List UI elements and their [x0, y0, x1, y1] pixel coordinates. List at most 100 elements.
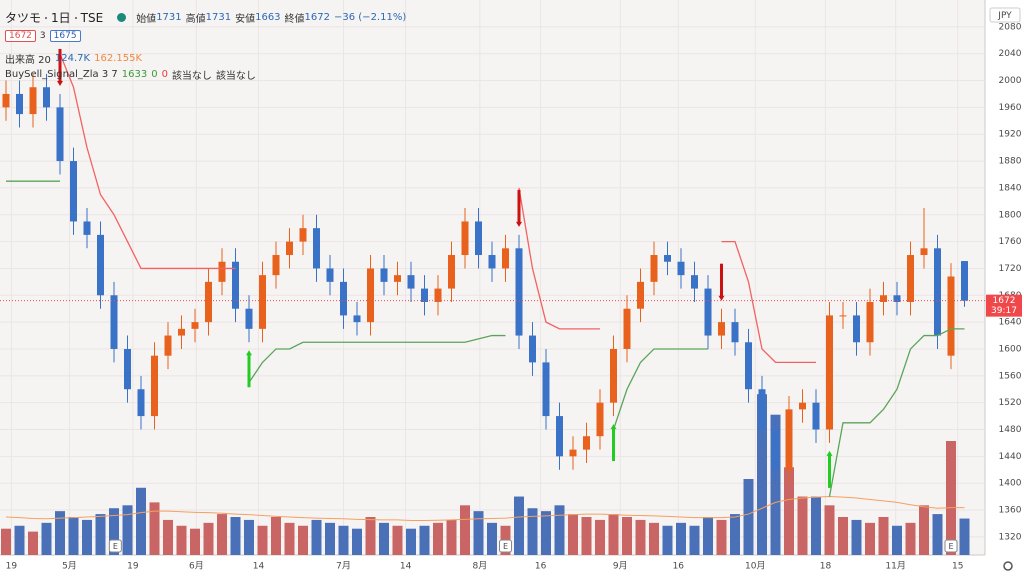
- volume-bar: [365, 517, 376, 555]
- candle-body: [83, 221, 91, 235]
- volume-bar: [703, 517, 713, 555]
- volume-bar: [959, 518, 970, 555]
- y-tick-label: 1360: [999, 506, 1022, 516]
- event-label: E: [113, 542, 118, 551]
- candle-body: [961, 261, 968, 301]
- candle-body: [2, 93, 10, 108]
- candle-body: [232, 261, 239, 309]
- candle-body: [610, 348, 617, 403]
- y-tick-label: 2080: [999, 22, 1022, 32]
- candle-body: [907, 255, 914, 302]
- candle-body: [704, 288, 712, 336]
- candles: [2, 73, 968, 484]
- y-tick-label: 1400: [999, 479, 1022, 489]
- volume-bar: [419, 525, 430, 555]
- volume-bar: [730, 514, 740, 555]
- settings-icon[interactable]: [1003, 561, 1013, 571]
- volume-bar: [487, 522, 497, 555]
- volume-bar: [811, 496, 821, 555]
- volume-bar: [581, 517, 592, 555]
- volume-bar: [298, 525, 308, 555]
- volume-bar: [838, 517, 848, 555]
- y-tick-label: 2000: [999, 76, 1022, 86]
- candle-body: [664, 255, 671, 262]
- low-label: 安値: [235, 14, 256, 25]
- candle-body: [812, 402, 820, 430]
- candle-body: [259, 275, 266, 329]
- last-price-tag: [986, 294, 1022, 317]
- status-icon: [117, 13, 127, 22]
- indicator-buy-text: 該当なし: [171, 71, 212, 82]
- volume-value: 124.7K: [54, 53, 91, 64]
- volume-bar: [649, 522, 659, 555]
- x-tick-label: 14: [400, 562, 412, 572]
- candle-body: [97, 234, 104, 296]
- candle-body: [488, 255, 496, 269]
- candle-body: [367, 268, 374, 323]
- signal-arrow-head: [57, 80, 63, 86]
- candle-body: [542, 362, 550, 417]
- interval: 1日: [51, 11, 71, 25]
- y-tick-label: 1920: [999, 130, 1022, 140]
- y-tick-label: 1480: [999, 425, 1022, 435]
- candle-body: [853, 315, 860, 343]
- volume-ma-value: 162.155K: [94, 53, 143, 64]
- volume-bar: [635, 519, 646, 555]
- volume-bar: [379, 522, 389, 555]
- countdown: 39:17: [991, 306, 1017, 316]
- volume-bar: [865, 522, 875, 555]
- volume-bar: [149, 502, 160, 555]
- candle-body: [245, 308, 253, 329]
- candle-body: [596, 402, 604, 437]
- volume-bar: [932, 514, 943, 555]
- volume-bar: [568, 514, 578, 555]
- candle-body: [826, 315, 833, 430]
- volume-bar: [878, 517, 889, 555]
- candle-body: [56, 107, 64, 162]
- volume-bar: [527, 508, 538, 555]
- volume-bar: [244, 519, 254, 555]
- candle-body: [920, 248, 928, 256]
- volume-bar: [608, 514, 619, 555]
- candle-body: [785, 409, 793, 470]
- candle-body: [380, 268, 388, 282]
- open-value: 1731: [156, 12, 182, 23]
- symbol: タツモ: [5, 11, 42, 25]
- currency-box[interactable]: [989, 7, 1021, 23]
- volume-bar: [28, 531, 38, 555]
- candle-body: [947, 276, 955, 356]
- x-tick-label: 9月: [613, 561, 628, 572]
- event-marker: [944, 539, 958, 553]
- bid[interactable]: 1672: [5, 30, 36, 42]
- volume-bar: [271, 517, 281, 555]
- candle-body: [515, 248, 523, 336]
- volume-legend: 出来高 20 124.7K 162.155K: [5, 51, 142, 66]
- x-tick-label: 18: [820, 562, 832, 572]
- volume-bar: [919, 505, 929, 555]
- indicator-name: BuySell_Signal_Zla 3 7: [5, 69, 118, 80]
- candle-body: [650, 255, 658, 282]
- volume-bar: [203, 522, 214, 555]
- volume-bar: [757, 394, 767, 555]
- volume-bar: [743, 479, 754, 555]
- candle-body: [191, 322, 199, 329]
- volume-bar: [676, 522, 686, 555]
- volume-name: 出来高 20: [5, 55, 51, 66]
- volume-bar: [946, 441, 956, 555]
- candle-body: [745, 342, 752, 390]
- volume-pane: [1, 394, 970, 555]
- signal-arrow-head: [246, 350, 252, 356]
- x-tick-label: 6月: [189, 561, 204, 572]
- volume-bar: [217, 514, 227, 555]
- spread: 3: [39, 31, 46, 41]
- volume-bar: [14, 525, 25, 555]
- volume-bar: [1, 528, 11, 555]
- signal-arrow-head: [610, 424, 617, 430]
- candle-body: [272, 255, 280, 276]
- volume-bar: [230, 517, 241, 555]
- ask[interactable]: 1675: [49, 30, 81, 42]
- x-tick-label: 11月: [885, 561, 905, 572]
- volume-bar: [392, 525, 403, 555]
- indicator-buy: 0: [151, 69, 158, 80]
- candle-body: [772, 429, 779, 470]
